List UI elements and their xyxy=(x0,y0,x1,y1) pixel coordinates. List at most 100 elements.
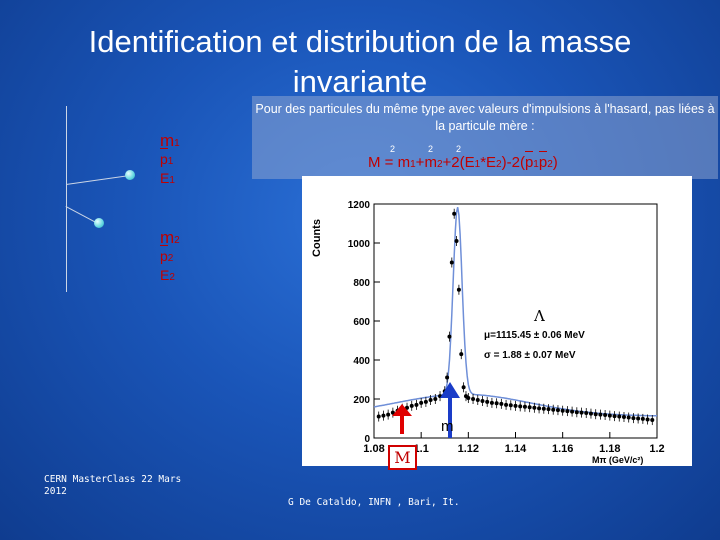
y-tick-label: 0 xyxy=(364,434,370,445)
data-point xyxy=(494,401,499,406)
data-point xyxy=(475,397,480,402)
particle-2-dot xyxy=(94,218,104,228)
data-point xyxy=(471,397,476,401)
footer-event: CERN MasterClass 22 Mars 2012 xyxy=(44,474,182,497)
mass-histogram: 0 200 400 600 800 1000 1200 1.08 1.1 1.12 1.14 1.16… xyxy=(311,200,665,465)
info-box: Pour des particules du même type avec va… xyxy=(252,96,718,179)
data-point xyxy=(489,400,494,405)
particle-1-dot xyxy=(125,170,135,180)
data-point xyxy=(603,412,608,417)
data-point xyxy=(640,416,645,421)
data-point xyxy=(598,412,603,417)
data-point xyxy=(612,414,617,419)
data-point xyxy=(485,399,490,404)
lambda-symbol: Λ xyxy=(533,307,545,325)
data-point xyxy=(617,414,622,419)
slide-title: Identification et distribution de la mas… xyxy=(88,24,632,99)
particle-2-labels: m2 p2 E2 xyxy=(160,228,180,286)
data-point xyxy=(650,418,655,423)
data-point xyxy=(390,410,395,415)
data-point xyxy=(386,412,391,417)
info-text: Pour des particules du même type avec va… xyxy=(255,102,715,133)
data-point xyxy=(636,416,641,421)
y-tick-label: 200 xyxy=(353,395,370,406)
track-2 xyxy=(65,206,98,224)
energy-1-label: E1 xyxy=(160,170,175,186)
x-tick-label: 1.14 xyxy=(505,443,527,455)
energy-2-label: E2 xyxy=(160,267,175,283)
data-point xyxy=(518,404,523,409)
data-point xyxy=(504,402,509,407)
y-tick-label: 1200 xyxy=(348,200,371,211)
data-point xyxy=(508,403,513,408)
momentum-2-label: p2 xyxy=(160,245,174,264)
footer-author: G De Cataldo, INFN , Bari, It. xyxy=(288,497,460,508)
data-point xyxy=(555,408,560,413)
blue-arrow-head xyxy=(440,382,460,398)
mass-histogram-panel: 0 200 400 600 800 1000 1200 1.08 1.1 1.12 1.14 1.16… xyxy=(302,176,692,466)
data-point xyxy=(570,409,575,414)
fit-curve xyxy=(373,207,657,417)
data-point xyxy=(631,416,636,421)
data-point xyxy=(376,414,381,419)
y-tick-label: 800 xyxy=(353,278,370,289)
data-point xyxy=(405,405,410,410)
data-point xyxy=(419,400,424,405)
data-point xyxy=(452,211,457,216)
data-point xyxy=(574,410,579,415)
mass-2-label: m2 xyxy=(160,228,180,247)
y-tick-label: 400 xyxy=(353,356,370,367)
data-point xyxy=(466,396,471,401)
data-point xyxy=(428,397,433,402)
data-point xyxy=(607,413,612,418)
red-arrow-head xyxy=(392,404,412,416)
y-tick-label: 600 xyxy=(353,317,370,328)
data-point xyxy=(546,407,551,412)
data-point xyxy=(593,412,598,417)
data-point xyxy=(551,407,556,412)
particle-1-labels: m1 p1 E1 xyxy=(160,131,180,189)
data-point xyxy=(565,409,570,414)
x-tick-label: 1.12 xyxy=(458,443,479,455)
data-point xyxy=(645,417,650,422)
x-tick-label: 1.18 xyxy=(599,443,620,455)
data-point xyxy=(537,406,542,411)
beam-line xyxy=(66,106,67,292)
data-point xyxy=(584,411,589,416)
data-point xyxy=(560,408,565,413)
data-point xyxy=(445,375,450,380)
data-point xyxy=(579,410,584,415)
x-tick-label: 1.08 xyxy=(363,443,384,455)
data-point xyxy=(480,398,485,403)
data-point xyxy=(621,414,626,419)
data-point xyxy=(409,403,414,408)
mass-1-label: m1 xyxy=(160,131,180,150)
sigma-annotation: σ = 1.88 ± 0.07 MeV xyxy=(484,350,576,361)
data-point xyxy=(456,287,461,292)
data-point xyxy=(381,413,386,418)
x-tick-label: 1.1 xyxy=(414,443,429,455)
data-point xyxy=(447,334,452,339)
data-point xyxy=(454,239,459,244)
data-point xyxy=(626,415,631,420)
small-m-marker: m xyxy=(441,418,454,435)
track-1 xyxy=(66,175,130,185)
y-tick-label: 1000 xyxy=(348,239,371,250)
data-point xyxy=(532,405,537,410)
big-m-marker: M xyxy=(388,445,417,470)
data-point xyxy=(499,401,504,406)
data-point xyxy=(588,411,593,416)
data-point xyxy=(449,260,454,265)
data-point xyxy=(433,397,438,401)
y-axis-label: Counts xyxy=(311,219,323,257)
data-point xyxy=(459,352,464,357)
x-tick-label: 1.16 xyxy=(552,443,573,455)
data-point xyxy=(461,385,466,390)
data-point xyxy=(513,403,518,408)
x-tick-label: 1.2 xyxy=(649,443,664,455)
data-point xyxy=(522,404,527,409)
data-point xyxy=(423,399,428,404)
x-axis-label: Mπ (GeV/c²) xyxy=(592,455,643,465)
data-point xyxy=(527,405,532,410)
